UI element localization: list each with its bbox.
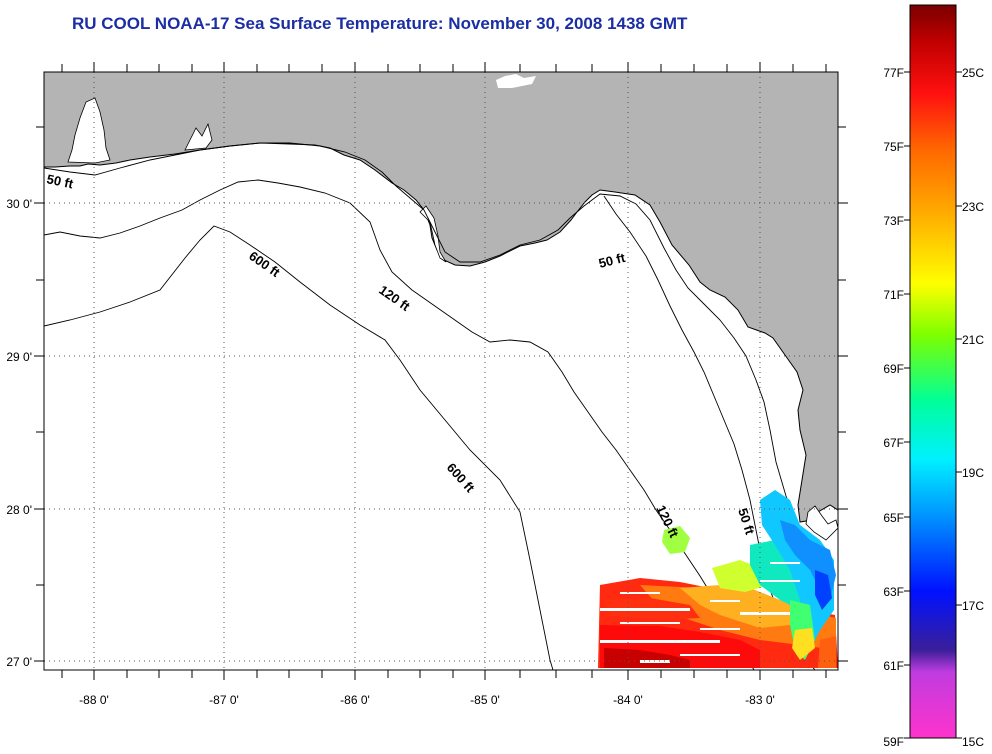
bay-mobile [67,97,111,164]
isobath-120ft [44,179,755,670]
longitude-axis-labels: -88 0' -87 0' -86 0' -85 0' -84 0' -83 0… [79,693,775,707]
lon-label: -85 0' [470,693,500,707]
colorbar-label-f: 71F [883,288,904,302]
colorbar-label-f: 77F [883,66,904,80]
lon-label: -88 0' [79,693,109,707]
isobath-50ft [44,142,797,521]
colorbar-label-c: 25C [962,66,984,80]
colorbar-label-c: 21C [962,333,984,347]
colorbar-label-f: 67F [883,436,904,450]
colorbar-label-c: 15C [962,735,984,749]
colorbar-label-c: 23C [962,200,984,214]
colorbar-label-f: 63F [883,585,904,599]
lat-label: 28 0' [6,503,32,517]
colorbar-label-c: 19C [962,466,984,480]
colorbar-label-f: 61F [883,659,904,673]
colorbar-celsius-labels: 25C 23C 21C 19C 17C 15C [962,66,984,749]
colorbar-fahrenheit-labels: 77F 75F 73F 71F 69F 67F 65F 63F 61F 59F [883,66,904,749]
colorbar-label-f: 69F [883,362,904,376]
isobath-label-50ft-west: 50 ft [45,171,75,191]
lat-label: 27 0' [6,655,32,669]
colorbar [909,4,957,739]
lake-inland [496,74,536,88]
latitude-axis-labels: 30 0' 29 0' 28 0' 27 0' [6,197,32,669]
axis-ticks [34,62,848,680]
bay-pensacola [184,122,213,151]
colorbar-label-f: 75F [883,140,904,154]
colorbar-label-f: 65F [883,511,904,525]
colorbar-ticks [904,71,962,739]
isobath-600ft [44,225,554,670]
lat-label: 29 0' [6,350,32,364]
lat-label: 30 0' [6,197,32,211]
lon-label: -86 0' [340,693,370,707]
bay-apalachicola [419,205,447,263]
isobath-label-50ft-bigbend: 50 ft [597,250,627,271]
lon-label: -83 0' [745,693,775,707]
colorbar-label-c: 17C [962,599,984,613]
lon-label: -87 0' [209,693,239,707]
map-frame [43,71,839,671]
colorbar-label-f: 59F [883,735,904,749]
map-title: RU COOL NOAA-17 Sea Surface Temperature:… [72,14,688,33]
lon-label: -84 0' [613,693,643,707]
bay-tampa [805,505,838,541]
sst-data-swath [598,490,838,668]
colorbar-label-f: 73F [883,214,904,228]
